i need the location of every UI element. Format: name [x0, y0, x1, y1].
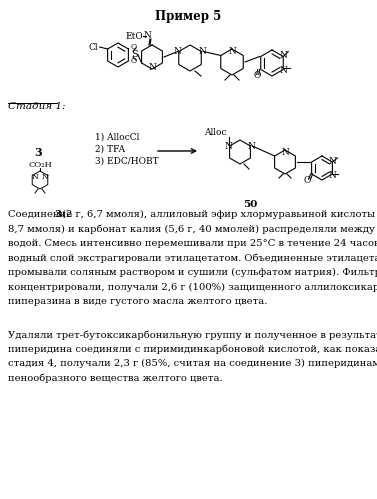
Text: Cl: Cl — [89, 42, 99, 51]
Text: Пример 5: Пример 5 — [155, 10, 221, 23]
Text: N: N — [228, 46, 236, 55]
Text: 3: 3 — [34, 147, 42, 158]
Text: N: N — [279, 66, 287, 75]
Text: водой. Смесь интенсивно перемешивали при 25°C в течение 24 часов. Слои разделяли: водой. Смесь интенсивно перемешивали при… — [8, 239, 377, 248]
Text: Соединение: Соединение — [8, 210, 75, 219]
Text: CO₂H: CO₂H — [28, 161, 52, 169]
Text: промывали соляным раствором и сушили (сульфатом натрия). Фильтровали и: промывали соляным раствором и сушили (су… — [8, 268, 377, 277]
Text: пиперазина в виде густого масла желтого цвета.: пиперазина в виде густого масла желтого … — [8, 297, 267, 306]
Text: S: S — [131, 49, 138, 58]
Text: водный слой экстрагировали этилацетатом. Объединенные этилацетатные слои: водный слой экстрагировали этилацетатом.… — [8, 253, 377, 263]
Text: Стадия 1:: Стадия 1: — [8, 102, 66, 111]
Text: Удаляли трет-бутоксикарбонильную группу и полученное в результате производное: Удаляли трет-бутоксикарбонильную группу … — [8, 330, 377, 339]
Text: N: N — [41, 173, 48, 181]
Text: 1) AllocCl: 1) AllocCl — [95, 133, 139, 142]
Text: N: N — [328, 157, 336, 166]
Text: 2) TFA: 2) TFA — [95, 145, 125, 154]
Text: N: N — [279, 51, 287, 60]
Text: Alloc: Alloc — [204, 128, 227, 137]
Text: O: O — [131, 57, 137, 65]
Text: EtO: EtO — [125, 31, 143, 40]
Text: 50: 50 — [243, 200, 257, 209]
Text: N: N — [225, 142, 233, 151]
Text: N: N — [32, 173, 39, 181]
Text: N: N — [247, 142, 255, 151]
Text: 3) EDC/HOBT: 3) EDC/HOBT — [95, 157, 159, 166]
Text: 3: 3 — [54, 210, 61, 219]
Text: (2 г, 6,7 ммоля), аллиловый эфир хлормуравьиной кислоты (0,93 мл,: (2 г, 6,7 ммоля), аллиловый эфир хлормур… — [59, 210, 377, 219]
Text: O: O — [253, 71, 261, 80]
Text: N: N — [328, 171, 336, 180]
Text: O: O — [304, 176, 311, 185]
Text: пенообразного вещества желтого цвета.: пенообразного вещества желтого цвета. — [8, 373, 223, 383]
Text: концентрировали, получали 2,6 г (100%) защищенного аллилоксикарбонилом: концентрировали, получали 2,6 г (100%) з… — [8, 282, 377, 292]
Text: N: N — [174, 47, 182, 56]
Text: N: N — [281, 148, 289, 157]
Text: N: N — [148, 62, 156, 71]
Text: 8,7 ммоля) и карбонат калия (5,6 г, 40 ммолей) распределяли между этилацетатом и: 8,7 ммоля) и карбонат калия (5,6 г, 40 м… — [8, 225, 377, 234]
Text: N: N — [143, 30, 151, 39]
Text: O: O — [131, 43, 137, 51]
Text: стадия 4, получали 2,3 г (85%, считая на соединение 3) пиперидинамида 50 в виде: стадия 4, получали 2,3 г (85%, считая на… — [8, 359, 377, 368]
Text: N: N — [198, 47, 206, 56]
Text: пиперидина соединяли с пиримидинкарбоновой кислотой, как показано на схеме А,: пиперидина соединяли с пиримидинкарбонов… — [8, 344, 377, 354]
